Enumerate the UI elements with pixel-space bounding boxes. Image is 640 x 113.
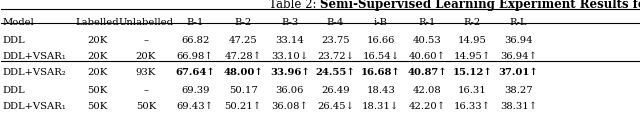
- Text: 26.49: 26.49: [321, 85, 349, 94]
- Text: 33.14: 33.14: [275, 36, 305, 45]
- Text: 23.72↓: 23.72↓: [317, 51, 354, 60]
- Text: Labelled: Labelled: [76, 18, 119, 26]
- Text: 50K: 50K: [136, 101, 156, 110]
- Text: 33.96↑: 33.96↑: [270, 67, 310, 76]
- Text: 42.20↑: 42.20↑: [408, 101, 445, 110]
- Text: 50K: 50K: [87, 85, 108, 94]
- Text: 67.64↑: 67.64↑: [175, 67, 215, 76]
- Text: –: –: [143, 85, 148, 94]
- Text: R-1: R-1: [418, 18, 436, 26]
- Text: 50K: 50K: [87, 101, 108, 110]
- Text: 42.08: 42.08: [413, 85, 441, 94]
- Text: B-3: B-3: [282, 18, 298, 26]
- Text: 36.94: 36.94: [504, 36, 532, 45]
- Text: DDL+VSAR₁: DDL+VSAR₁: [3, 101, 67, 110]
- Text: 69.39: 69.39: [181, 85, 209, 94]
- Text: 18.31↓: 18.31↓: [362, 101, 399, 110]
- Text: 14.95↑: 14.95↑: [454, 51, 491, 60]
- Text: 20K: 20K: [136, 51, 156, 60]
- Text: 16.33↑: 16.33↑: [454, 101, 491, 110]
- Text: 24.55↑: 24.55↑: [316, 67, 355, 76]
- Text: 36.08↑: 36.08↑: [271, 101, 308, 110]
- Text: 40.87↑: 40.87↑: [407, 67, 447, 76]
- Text: Unlabelled: Unlabelled: [118, 18, 173, 26]
- Text: R-2: R-2: [464, 18, 481, 26]
- Text: 26.45↓: 26.45↓: [317, 101, 354, 110]
- Text: 38.31↑: 38.31↑: [500, 101, 537, 110]
- Text: 66.82: 66.82: [181, 36, 209, 45]
- Text: DDL+VSAR₁: DDL+VSAR₁: [3, 51, 67, 60]
- Text: 20K: 20K: [87, 36, 108, 45]
- Text: B-2: B-2: [235, 18, 252, 26]
- Text: B-1: B-1: [186, 18, 204, 26]
- Text: B-4: B-4: [326, 18, 344, 26]
- Text: 23.75: 23.75: [321, 36, 349, 45]
- Text: 14.95: 14.95: [458, 36, 487, 45]
- Text: Table 2:: Table 2:: [269, 0, 320, 11]
- Text: 47.25: 47.25: [229, 36, 257, 45]
- Text: Model: Model: [3, 18, 35, 26]
- Text: 40.53: 40.53: [413, 36, 441, 45]
- Text: DDL: DDL: [3, 85, 25, 94]
- Text: 38.27: 38.27: [504, 85, 532, 94]
- Text: Semi-Supervised Learning Experiment Results for MSCOCO.: Semi-Supervised Learning Experiment Resu…: [320, 0, 640, 11]
- Text: 47.28↑: 47.28↑: [225, 51, 262, 60]
- Text: –: –: [143, 36, 148, 45]
- Text: 33.10↓: 33.10↓: [271, 51, 308, 60]
- Text: 66.98↑: 66.98↑: [177, 51, 214, 60]
- Text: 48.00↑: 48.00↑: [223, 67, 263, 76]
- Text: DDL: DDL: [3, 36, 25, 45]
- Text: 93K: 93K: [136, 67, 156, 76]
- Text: R-L: R-L: [509, 18, 527, 26]
- Text: 16.68↑: 16.68↑: [361, 67, 401, 76]
- Text: i-B: i-B: [374, 18, 388, 26]
- Text: DDL+VSAR₂: DDL+VSAR₂: [3, 67, 67, 76]
- Text: 16.66: 16.66: [367, 36, 395, 45]
- Text: 69.43↑: 69.43↑: [177, 101, 214, 110]
- Text: 16.54↓: 16.54↓: [362, 51, 399, 60]
- Text: 37.01↑: 37.01↑: [499, 67, 538, 76]
- Text: 40.60↑: 40.60↑: [408, 51, 445, 60]
- Text: 50.21↑: 50.21↑: [225, 101, 262, 110]
- Text: 18.43: 18.43: [366, 85, 396, 94]
- Text: 20K: 20K: [87, 51, 108, 60]
- Text: 36.94↑: 36.94↑: [500, 51, 537, 60]
- Text: 50.17: 50.17: [229, 85, 257, 94]
- Text: 15.12↑: 15.12↑: [452, 67, 492, 76]
- Text: 16.31: 16.31: [458, 85, 486, 94]
- Text: 36.06: 36.06: [276, 85, 304, 94]
- Text: 20K: 20K: [87, 67, 108, 76]
